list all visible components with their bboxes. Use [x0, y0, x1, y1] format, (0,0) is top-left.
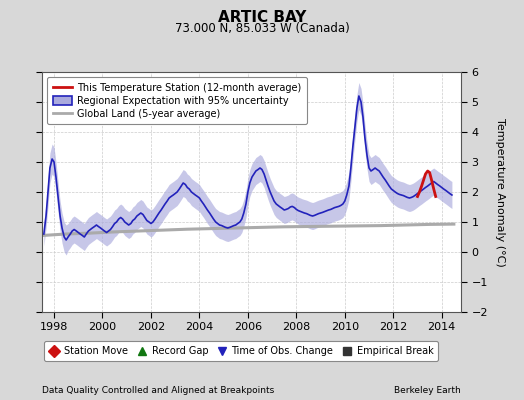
Text: 73.000 N, 85.033 W (Canada): 73.000 N, 85.033 W (Canada)	[174, 22, 350, 35]
Y-axis label: Temperature Anomaly (°C): Temperature Anomaly (°C)	[495, 118, 505, 266]
Legend: This Temperature Station (12-month average), Regional Expectation with 95% uncer: This Temperature Station (12-month avera…	[47, 77, 307, 124]
Text: Berkeley Earth: Berkeley Earth	[395, 386, 461, 395]
Text: ARTIC BAY: ARTIC BAY	[218, 10, 306, 25]
Legend: Station Move, Record Gap, Time of Obs. Change, Empirical Break: Station Move, Record Gap, Time of Obs. C…	[44, 342, 438, 361]
Text: Data Quality Controlled and Aligned at Breakpoints: Data Quality Controlled and Aligned at B…	[42, 386, 274, 395]
